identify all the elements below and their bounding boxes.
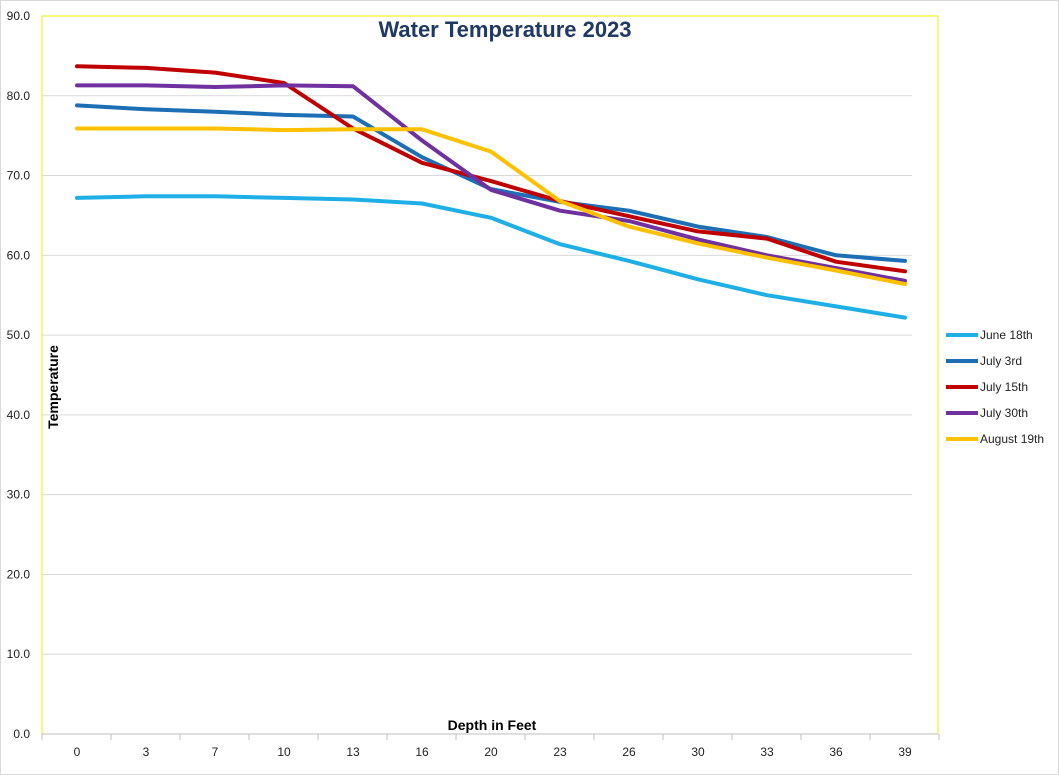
x-tick-label: 23: [553, 745, 567, 759]
x-tick-label: 33: [760, 745, 774, 759]
x-tick-label: 20: [484, 745, 498, 759]
y-axis-ticks: 0.0 10.0 20.0 30.0 40.0 50.0 60.0 70.0 80.0 90.0: [7, 9, 31, 741]
x-tick-label: 10: [277, 745, 291, 759]
series-line-july-15th: [75, 64, 907, 274]
x-tick-label: 13: [346, 745, 360, 759]
y-tick-label: 80.0: [7, 89, 31, 103]
y-tick-label: 10.0: [7, 647, 31, 661]
legend: June 18th July 3rd July 15th July 30th Augus…: [946, 328, 1044, 446]
y-tick-label: 40.0: [7, 408, 31, 422]
legend-label-july-3rd: July 3rd: [980, 354, 1022, 368]
series-line-july-30th: [75, 83, 907, 283]
series-lines: [75, 64, 907, 320]
x-tick-label: 3: [143, 745, 150, 759]
y-tick-label: 20.0: [7, 567, 31, 581]
x-tick-label: 16: [415, 745, 429, 759]
y-tick-label: 50.0: [7, 328, 31, 342]
y-tick-label: 30.0: [7, 488, 31, 502]
x-tick-label: 7: [212, 745, 219, 759]
x-tick-label: 30: [691, 745, 705, 759]
legend-label-july-30th: July 30th: [980, 406, 1028, 420]
x-tick-label: 26: [622, 745, 636, 759]
legend-label-august-19th: August 19th: [980, 432, 1044, 446]
y-tick-label: 90.0: [7, 9, 31, 23]
x-tick-label: 39: [898, 745, 912, 759]
x-axis-ticks: 0 3 7 10 13 16 20 23 26 30 33 36 39: [41, 734, 940, 759]
y-axis-title: Temperature: [45, 345, 61, 429]
chart-title: Water Temperature 2023: [378, 17, 631, 42]
series-line-june-18th: [75, 194, 907, 320]
legend-label-july-15th: July 15th: [980, 380, 1028, 394]
y-tick-label: 70.0: [7, 169, 31, 183]
x-tick-label: 36: [829, 745, 843, 759]
x-axis-title: Depth in Feet: [448, 717, 537, 733]
y-tick-label: 0.0: [13, 727, 30, 741]
x-tick-label: 0: [74, 745, 81, 759]
y-tick-label: 60.0: [7, 248, 31, 262]
series-line-august-19th: [75, 126, 907, 287]
legend-label-june-18th: June 18th: [980, 328, 1033, 342]
